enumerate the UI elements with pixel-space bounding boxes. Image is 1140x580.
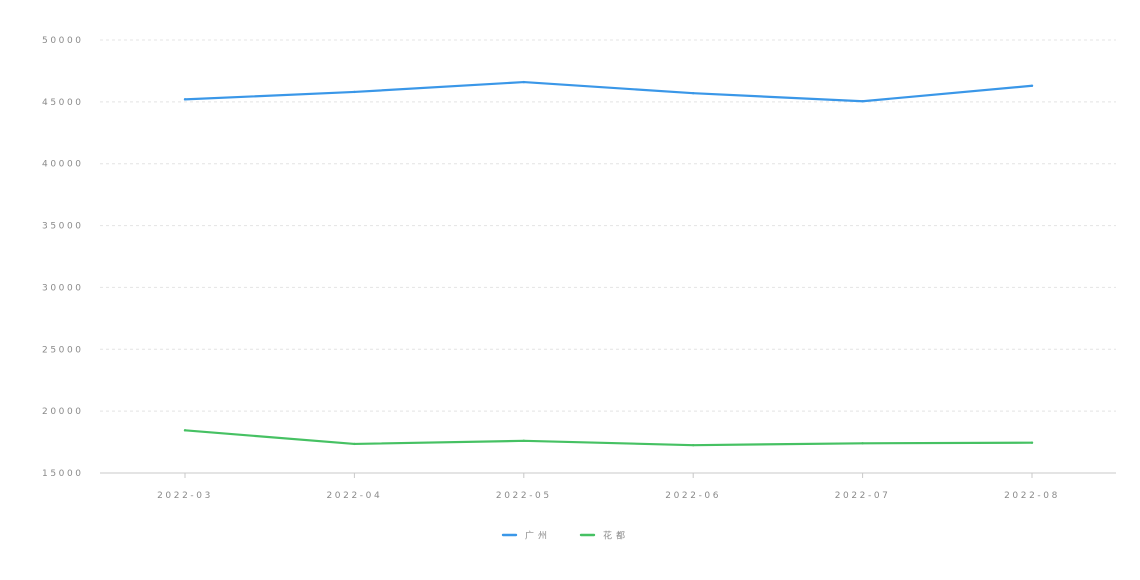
- x-axis-tick-labels: 2022-03 2022-04 2022-05 2022-06 2022-07 2022-…: [157, 491, 1060, 501]
- data-point: [183, 429, 187, 432]
- x-tick-label: 2022-08: [1004, 491, 1060, 501]
- axes: [100, 472, 1116, 478]
- data-point: [1030, 84, 1034, 87]
- series-line-0: [183, 80, 1034, 103]
- series-line-1: [183, 429, 1034, 447]
- x-tick-label: 2022-07: [835, 491, 891, 501]
- legend-item-0[interactable]: 广州: [501, 530, 551, 542]
- x-tick-label: 2022-06: [665, 491, 721, 501]
- y-tick-label: 45000: [42, 98, 84, 108]
- y-tick-label: 35000: [42, 222, 84, 232]
- y-tick-label: 30000: [42, 283, 84, 293]
- grid-lines: [100, 39, 1116, 412]
- y-tick-label: 15000: [42, 469, 84, 479]
- data-point: [522, 439, 525, 443]
- x-tick-label: 2022-05: [496, 491, 552, 501]
- data-point: [861, 442, 864, 445]
- data-point: [353, 90, 356, 94]
- data-point: [522, 80, 525, 84]
- data-point: [353, 442, 356, 446]
- x-tick-label: 2022-03: [157, 491, 213, 501]
- x-tick-label: 2022-04: [326, 491, 382, 501]
- legend-label: 花都: [603, 530, 629, 542]
- data-point: [1030, 441, 1034, 444]
- y-tick-label: 20000: [42, 407, 84, 417]
- data-point: [692, 443, 695, 447]
- data-point: [692, 91, 695, 95]
- legend-label: 广州: [525, 530, 551, 542]
- data-point: [183, 98, 187, 101]
- legend[interactable]: 广州 花都: [501, 530, 629, 542]
- y-tick-label: 40000: [42, 160, 84, 170]
- data-point: [861, 100, 864, 103]
- y-tick-label: 50000: [42, 36, 84, 46]
- legend-item-1[interactable]: 花都: [579, 530, 629, 542]
- series-lines: [183, 80, 1034, 447]
- y-tick-label: 25000: [42, 345, 84, 355]
- y-axis-tick-labels: 15000 20000 25000 30000 35000 40000 45000 50000: [42, 36, 84, 479]
